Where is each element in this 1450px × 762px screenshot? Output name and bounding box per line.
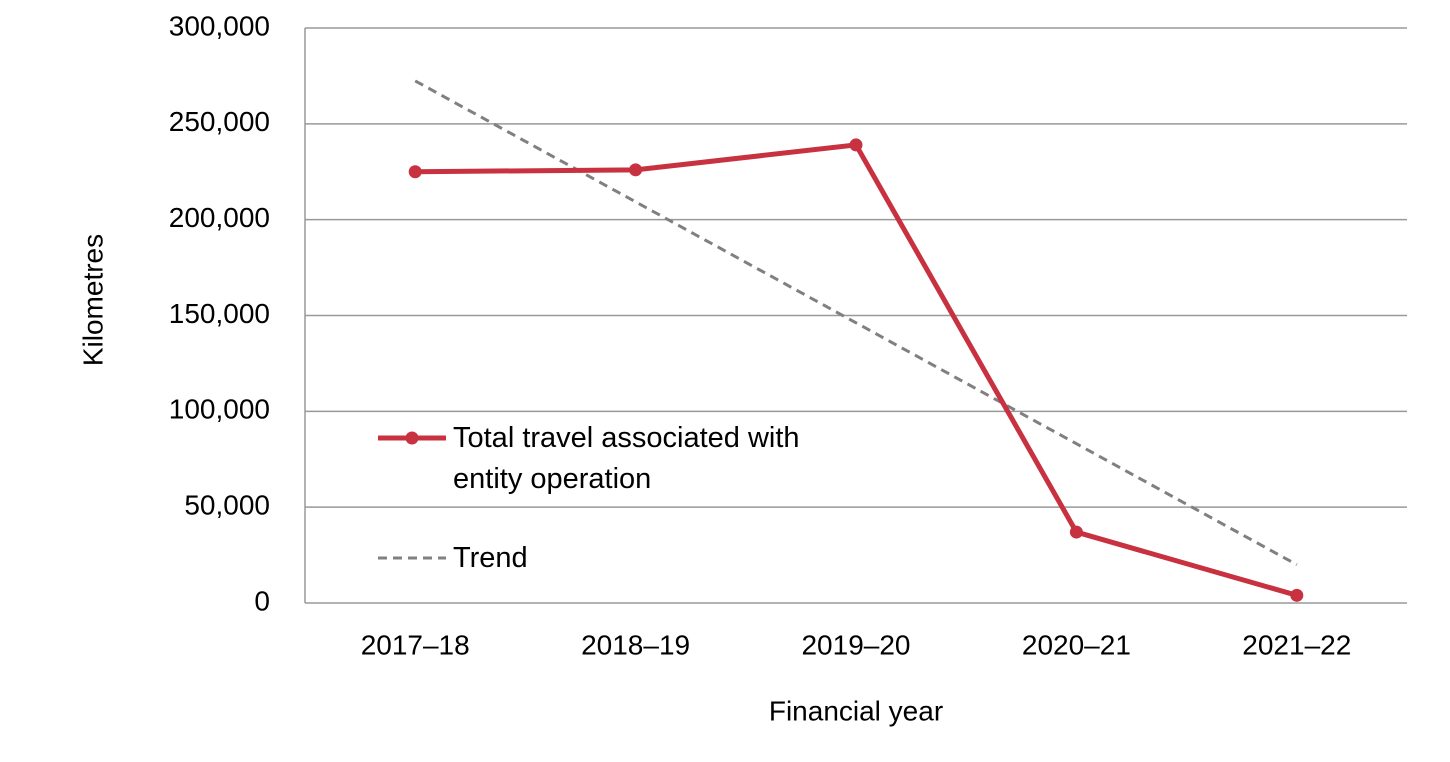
y-tick-label: 0 bbox=[254, 585, 270, 616]
legend-marker bbox=[405, 431, 419, 445]
y-tick-label: 300,000 bbox=[169, 10, 270, 41]
data-point bbox=[1290, 588, 1304, 602]
data-line bbox=[415, 142, 1298, 598]
x-tick-label: 2017–18 bbox=[361, 629, 470, 660]
data-point bbox=[849, 138, 863, 152]
data-point bbox=[629, 163, 643, 177]
x-tick-label: 2018–19 bbox=[581, 629, 690, 660]
legend-label: Total travel associated with entity oper… bbox=[453, 422, 800, 495]
y-tick-label: 250,000 bbox=[169, 106, 270, 137]
data-point bbox=[1069, 525, 1083, 539]
x-tick-label: 2019–20 bbox=[801, 629, 910, 660]
x-tick-label: 2020–21 bbox=[1022, 629, 1131, 660]
x-axis-title: Financial year bbox=[769, 695, 943, 726]
x-tick-label: 2021–22 bbox=[1242, 629, 1351, 660]
trend-line bbox=[414, 79, 1298, 566]
y-tick-label: 100,000 bbox=[169, 394, 270, 425]
data-point bbox=[408, 165, 422, 179]
y-tick-label: 50,000 bbox=[184, 490, 270, 521]
y-tick-label: 200,000 bbox=[169, 202, 270, 233]
y-tick-label: 150,000 bbox=[169, 298, 270, 329]
y-axis-title: Kilometres bbox=[77, 234, 108, 366]
legend-label: Trend bbox=[453, 542, 528, 574]
